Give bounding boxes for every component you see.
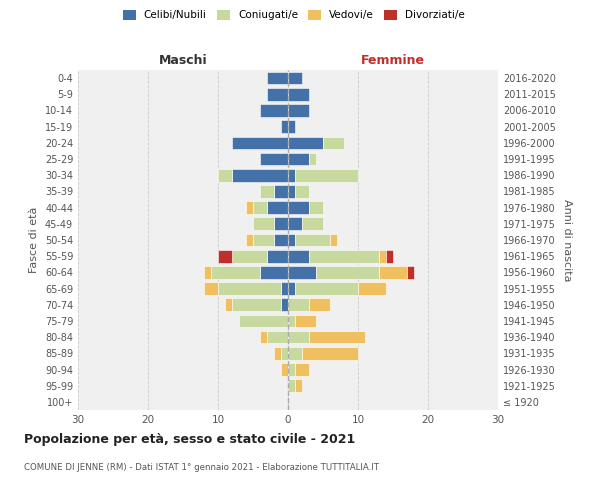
- Bar: [379, 266, 407, 278]
- Bar: [281, 282, 288, 295]
- Y-axis label: Fasce di età: Fasce di età: [29, 207, 39, 273]
- Bar: [267, 72, 288, 85]
- Bar: [274, 234, 288, 246]
- Bar: [302, 347, 358, 360]
- Bar: [204, 282, 218, 295]
- Text: Maschi: Maschi: [158, 54, 208, 67]
- Bar: [246, 202, 253, 214]
- Bar: [288, 104, 309, 117]
- Bar: [295, 314, 316, 328]
- Bar: [288, 234, 295, 246]
- Bar: [288, 314, 295, 328]
- Bar: [232, 169, 288, 181]
- Bar: [260, 152, 288, 166]
- Bar: [288, 218, 302, 230]
- Bar: [309, 298, 330, 311]
- Bar: [295, 380, 302, 392]
- Bar: [225, 298, 232, 311]
- Bar: [295, 169, 358, 181]
- Bar: [407, 266, 414, 278]
- Bar: [253, 202, 267, 214]
- Bar: [288, 72, 302, 85]
- Bar: [295, 363, 309, 376]
- Bar: [288, 282, 295, 295]
- Bar: [253, 234, 274, 246]
- Bar: [232, 298, 281, 311]
- Bar: [260, 185, 274, 198]
- Bar: [309, 152, 316, 166]
- Y-axis label: Anni di nascita: Anni di nascita: [562, 198, 572, 281]
- Bar: [288, 152, 309, 166]
- Bar: [260, 331, 267, 344]
- Bar: [309, 202, 323, 214]
- Bar: [267, 250, 288, 262]
- Bar: [288, 169, 295, 181]
- Bar: [218, 282, 281, 295]
- Bar: [281, 298, 288, 311]
- Bar: [323, 136, 344, 149]
- Bar: [288, 380, 295, 392]
- Bar: [281, 120, 288, 133]
- Text: Popolazione per età, sesso e stato civile - 2021: Popolazione per età, sesso e stato civil…: [24, 432, 355, 446]
- Bar: [295, 185, 309, 198]
- Bar: [267, 202, 288, 214]
- Bar: [288, 266, 316, 278]
- Bar: [267, 331, 288, 344]
- Bar: [204, 266, 211, 278]
- Bar: [386, 250, 393, 262]
- Bar: [218, 250, 232, 262]
- Bar: [253, 218, 274, 230]
- Bar: [274, 185, 288, 198]
- Bar: [358, 282, 386, 295]
- Bar: [330, 234, 337, 246]
- Bar: [288, 88, 309, 101]
- Bar: [288, 331, 309, 344]
- Bar: [260, 104, 288, 117]
- Bar: [288, 120, 295, 133]
- Bar: [309, 250, 379, 262]
- Bar: [316, 266, 379, 278]
- Bar: [288, 202, 309, 214]
- Bar: [295, 234, 330, 246]
- Bar: [274, 218, 288, 230]
- Legend: Celibi/Nubili, Coniugati/e, Vedovi/e, Divorziati/e: Celibi/Nubili, Coniugati/e, Vedovi/e, Di…: [123, 10, 465, 20]
- Bar: [239, 314, 288, 328]
- Bar: [246, 234, 253, 246]
- Text: Femmine: Femmine: [361, 54, 425, 67]
- Bar: [302, 218, 323, 230]
- Bar: [288, 185, 295, 198]
- Bar: [281, 363, 288, 376]
- Bar: [295, 282, 358, 295]
- Bar: [232, 136, 288, 149]
- Bar: [288, 250, 309, 262]
- Bar: [274, 347, 281, 360]
- Bar: [260, 266, 288, 278]
- Bar: [232, 250, 267, 262]
- Bar: [309, 331, 365, 344]
- Bar: [218, 169, 232, 181]
- Bar: [288, 136, 323, 149]
- Bar: [288, 363, 295, 376]
- Bar: [379, 250, 386, 262]
- Bar: [211, 266, 260, 278]
- Bar: [288, 298, 309, 311]
- Text: COMUNE DI JENNE (RM) - Dati ISTAT 1° gennaio 2021 - Elaborazione TUTTITALIA.IT: COMUNE DI JENNE (RM) - Dati ISTAT 1° gen…: [24, 462, 379, 471]
- Bar: [288, 347, 302, 360]
- Bar: [281, 347, 288, 360]
- Bar: [267, 88, 288, 101]
